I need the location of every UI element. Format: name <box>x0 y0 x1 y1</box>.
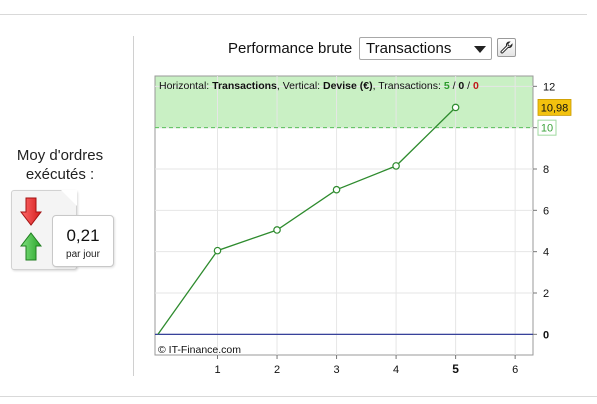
chart-info-count-total: 5 <box>444 80 450 92</box>
data-point <box>451 103 460 112</box>
last-value-label: 10,98 <box>541 102 569 114</box>
y-tick-label: 6 <box>543 205 549 217</box>
y-tick-label: 12 <box>543 81 555 93</box>
arrow-down-red-icon <box>20 197 42 226</box>
avg-orders-value-box: 0,21 par jour <box>52 215 114 267</box>
series-line <box>157 106 457 335</box>
chart-info-count-last: 0 <box>473 80 479 92</box>
arrow-up-green-icon <box>20 232 42 261</box>
target-value-label: 10 <box>541 123 553 135</box>
chart-info-vertical: Devise (€) <box>323 80 373 92</box>
value-badges: 10,98 10 <box>537 99 572 136</box>
data-point <box>392 162 400 170</box>
orders-badge <box>11 190 77 270</box>
chart-info-text: Horizontal: Transactions, Vertical: Devi… <box>159 80 479 92</box>
x-tick-label: 2 <box>274 364 280 376</box>
data-point <box>213 246 222 255</box>
x-tick-label: 1 <box>214 364 220 376</box>
avg-orders-title: Moy d'ordres exécutés : <box>0 146 120 184</box>
chart-info-horizontal: Transactions <box>212 80 277 92</box>
chart-info-sep2: / <box>464 80 473 92</box>
y-tick-label: 0 <box>543 329 549 341</box>
wrench-icon <box>500 41 513 54</box>
chart-info-count-mid: 0 <box>458 80 464 92</box>
avg-orders-unit: par jour <box>66 249 100 260</box>
bottom-divider <box>0 396 597 397</box>
chart-copyright: © IT-Finance.com <box>158 344 241 356</box>
chart-info-prefix-vertical: , Vertical: <box>277 80 323 92</box>
chevron-down-icon <box>474 46 486 53</box>
y-tick-label: 8 <box>543 164 549 176</box>
metric-select-value: Transactions <box>366 40 452 57</box>
y-tick-label: 2 <box>543 288 549 300</box>
y-tick-label: 4 <box>543 247 549 259</box>
avg-orders-title-line2: exécutés : <box>25 166 95 183</box>
avg-orders-title-line1: Moy d'ordres <box>16 147 104 164</box>
x-tick-label: 6 <box>512 364 518 376</box>
series-points <box>213 103 460 255</box>
performance-label: Performance brute <box>228 40 353 57</box>
chart-info-sep1: / <box>450 80 459 92</box>
x-tick-label: 3 <box>333 364 339 376</box>
settings-button[interactable] <box>497 38 516 57</box>
panel-separator <box>133 36 134 376</box>
target-band <box>155 76 533 129</box>
avg-orders-value: 0,21 <box>66 226 100 245</box>
x-tick-label: 4 <box>393 364 399 376</box>
data-point <box>332 185 341 194</box>
last-value-badge <box>537 99 572 116</box>
metric-select[interactable]: Transactions <box>359 37 492 60</box>
x-axis: 1 2 3 4 5 6 <box>214 355 518 376</box>
target-value-badge <box>537 119 557 136</box>
chart-info-prefix-transactions: , Transactions: <box>373 80 444 92</box>
page-fold <box>61 190 77 206</box>
x-tick-label: 5 <box>452 362 459 376</box>
top-divider <box>0 14 587 15</box>
data-point <box>273 226 281 234</box>
chart-info-prefix-horizontal: Horizontal: <box>159 80 212 92</box>
